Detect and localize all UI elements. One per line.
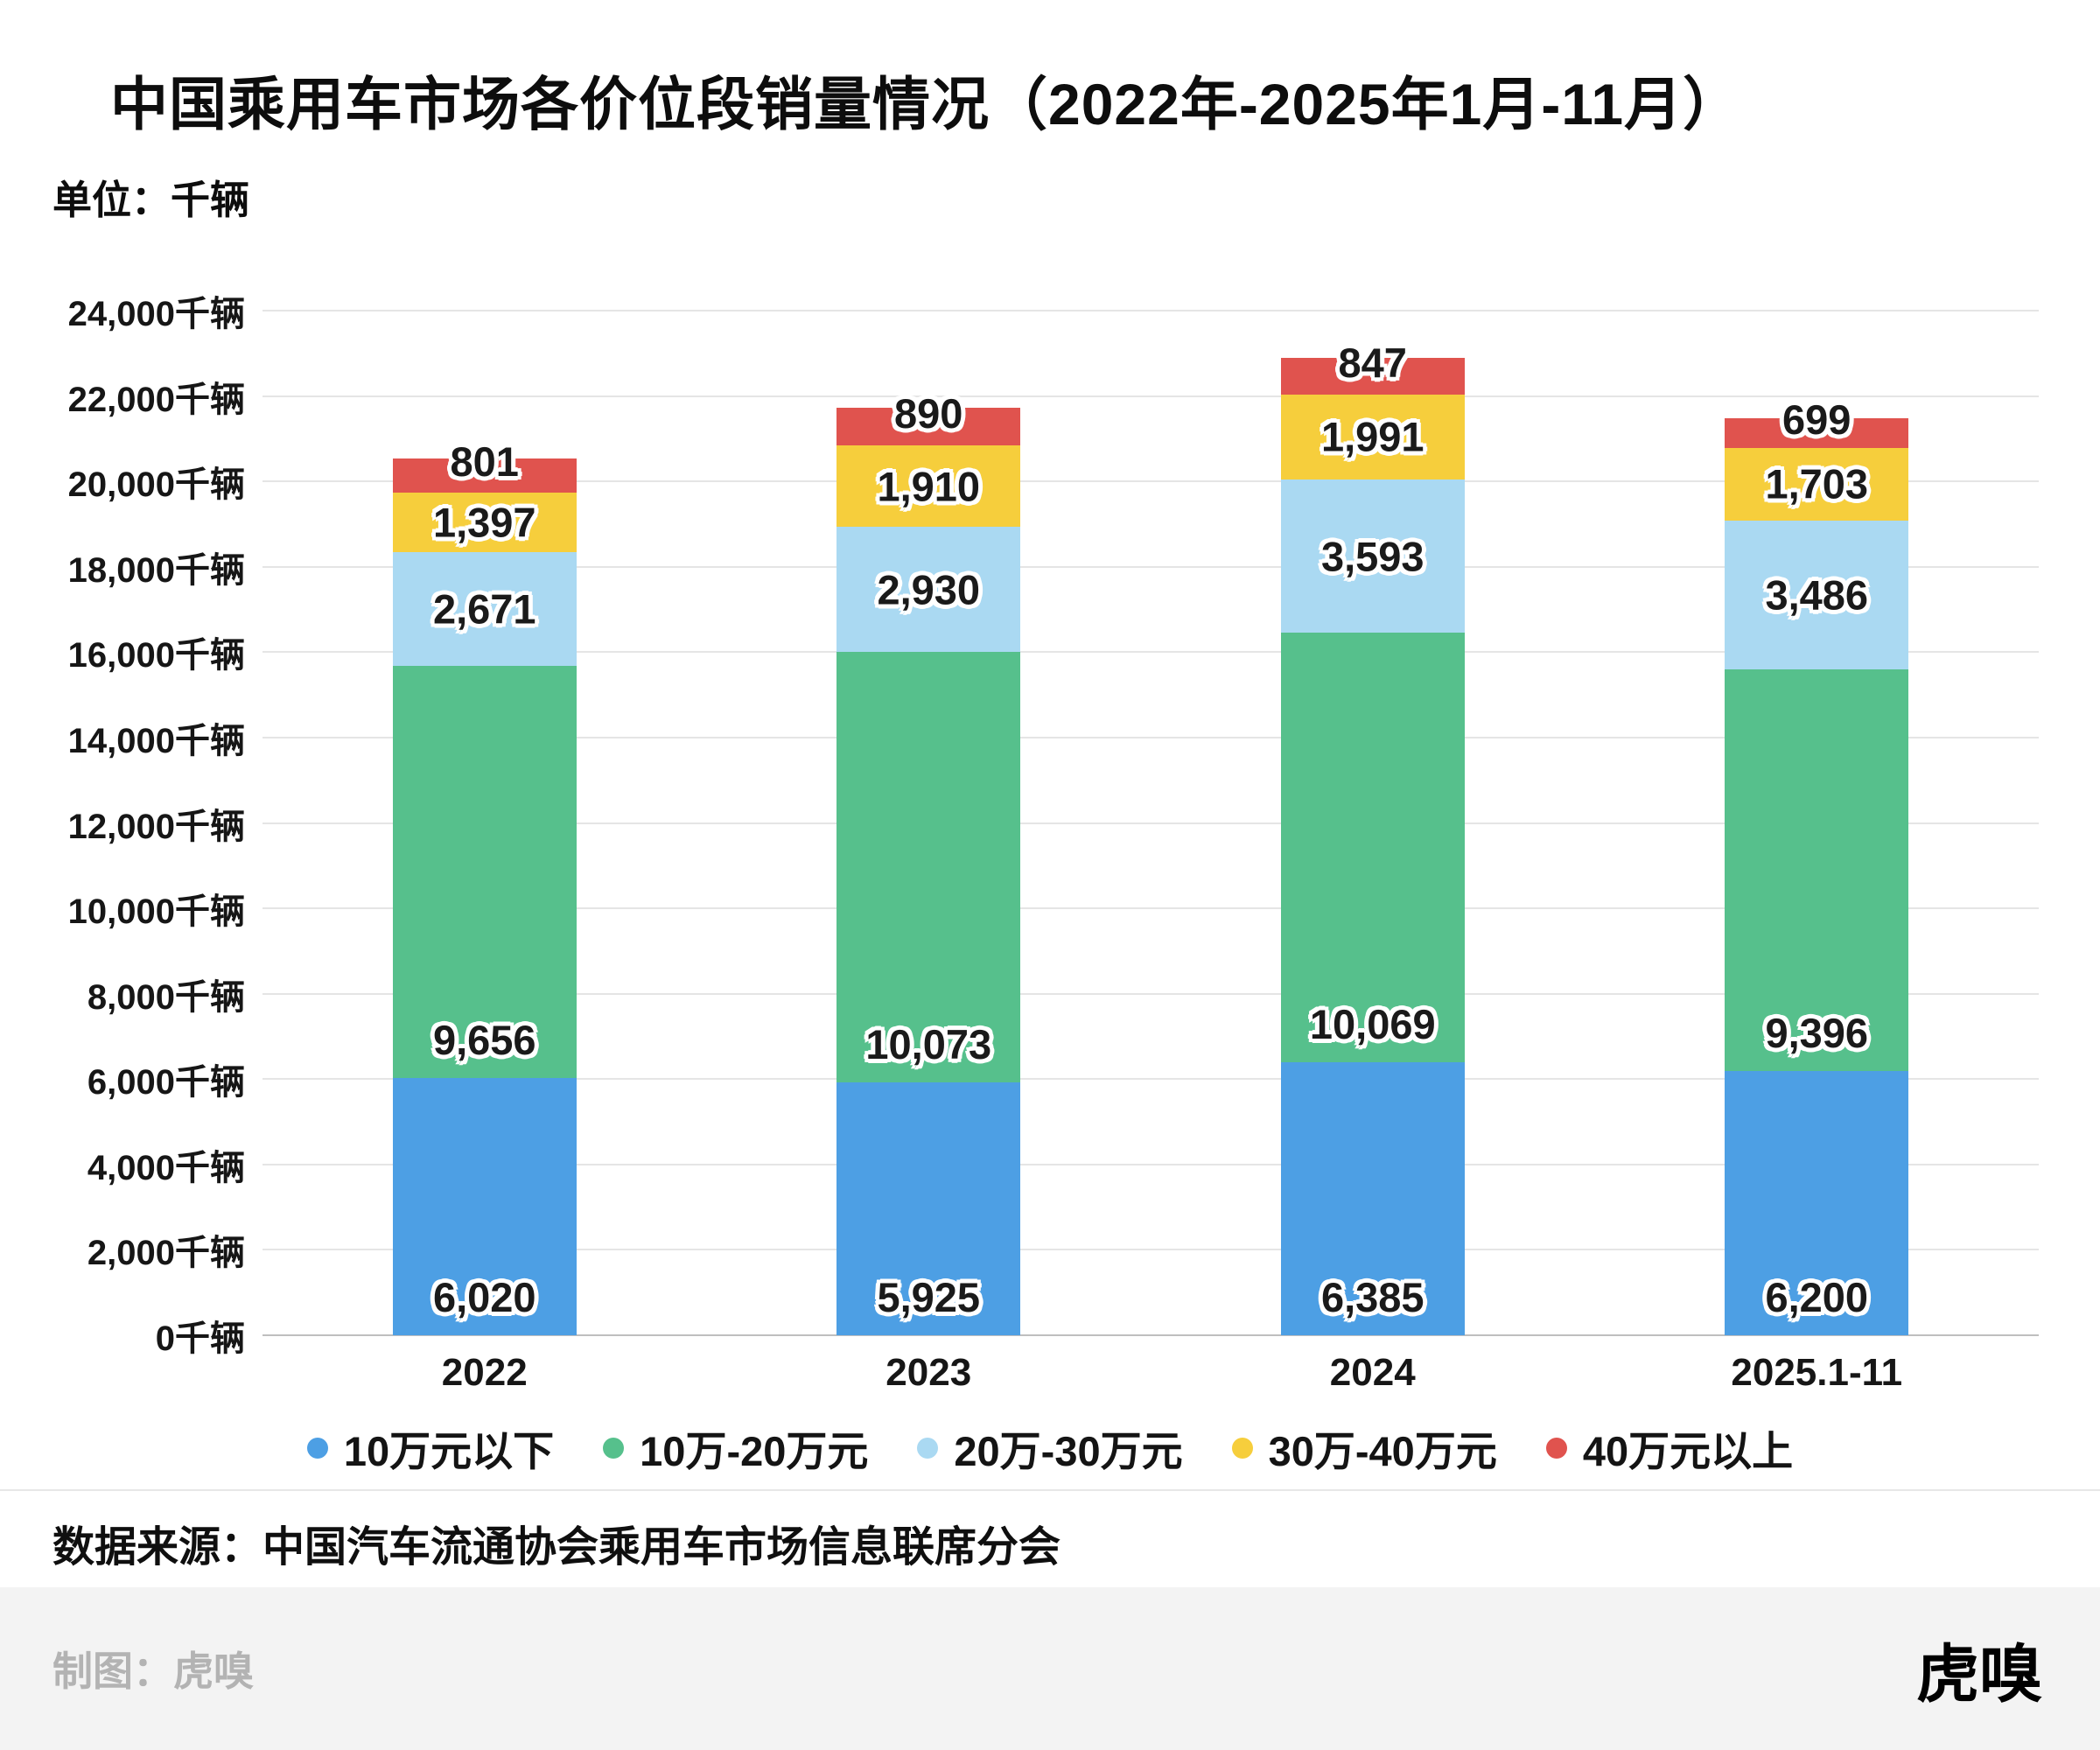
segment-value-label: 699 [1782,396,1852,443]
credit-label: 制图：虎嗅 [52,1648,254,1694]
gridline [262,1249,2039,1251]
gridline [262,822,2039,824]
gridline [262,651,2039,654]
segment-value-label: 1,991 [1320,413,1424,460]
x-tick-label: 2023 [886,1351,972,1394]
y-tick-label: 8,000千辆 [87,977,245,1017]
y-tick-label: 20,000千辆 [67,466,245,505]
bar-segment-2024-20万-30万元: 3,593 [1280,479,1465,634]
x-tick-label: 2025.1-11 [1731,1351,1903,1394]
legend-item-40万元以上: 40万元以上 [1545,1418,1794,1478]
bar-segment-2023-10万元以下: 5,925 [836,1082,1021,1335]
legend-label: 10万元以下 [343,1428,555,1474]
bar-segment-2024-30万-40万元: 1,991 [1280,394,1465,480]
legend-label: 40万元以上 [1582,1428,1794,1474]
x-tick-label: 2022 [441,1351,528,1394]
bar-segment-2025.1-11-10万-20万元: 9,396 [1725,669,1909,1071]
segment-value-label: 2,930 [877,566,981,613]
unit-label: 单位：千辆 [52,178,250,222]
page-title: 中国乘用车市场各价位段销量情况（2022年-2025年1月-11月） [110,72,1742,136]
legend-label: 20万-30万元 [954,1428,1183,1474]
segment-value-label: 6,200 [1765,1274,1869,1320]
segment-value-label: 10,073 [865,1020,992,1068]
y-axis: 0千辆 2,000千辆 4,000千辆 6,000千辆 8,000千辆 10,000千辆 1… [0,295,245,1358]
bar-segment-2024-10万元以下: 6,385 [1280,1062,1465,1335]
legend-dot-icon [1545,1437,1567,1459]
gridline [262,907,2039,910]
y-tick-label: 24,000千辆 [67,295,245,333]
segment-value-label: 1,397 [432,499,536,546]
bar-segment-2023-20万-30万元: 2,930 [836,527,1021,653]
legend-item-20万-30万元: 20万-30万元 [917,1418,1183,1478]
y-tick-label: 2,000千辆 [87,1234,245,1273]
bar-segment-2022-10万-20万元: 9,656 [392,666,577,1079]
bar-segment-2023-40万元以上: 890 [836,390,1021,446]
segment-value-label: 6,385 [1320,1274,1424,1320]
x-axis: 2022 2023 2024 2025.1-11 [262,1351,2039,1404]
segment-value-label: 3,593 [1320,533,1424,580]
segment-value-label: 3,486 [1765,571,1869,619]
bar-segment-2025.1-11-30万-40万元: 1,703 [1725,447,1909,521]
legend-label: 30万-40万元 [1268,1428,1497,1474]
gridline [262,395,2039,397]
legend-item-10万-20万元: 10万-20万元 [603,1418,868,1478]
gridline [262,736,2039,738]
y-tick-label: 22,000千辆 [67,380,245,419]
bar-segment-2022-20万-30万元: 2,671 [392,551,577,667]
segment-value-label: 1,703 [1765,460,1869,508]
segment-value-label: 890 [894,389,963,437]
bar-segment-2023-10万-20万元: 10,073 [836,652,1021,1082]
legend-dot-icon [306,1437,328,1459]
legend-item-10万元以下: 10万元以下 [306,1418,555,1478]
gridline [262,992,2039,995]
segment-value-label: 2,671 [432,585,536,633]
y-tick-label: 10,000千辆 [67,892,245,932]
legend-dot-icon [603,1437,625,1459]
bar-segment-2025.1-11-20万-30万元: 3,486 [1725,520,1909,670]
gridline [262,310,2039,312]
bar-segment-2023-30万-40万元: 1,910 [836,445,1021,528]
bar-segment-2022-30万-40万元: 1,397 [392,492,577,552]
legend-dot-icon [1231,1437,1253,1459]
legend-dot-icon [917,1437,939,1459]
segment-value-label: 847 [1338,340,1407,387]
gridline [262,1078,2039,1081]
segment-value-label: 6,020 [432,1274,536,1320]
gridline [262,1163,2039,1166]
plot-area: 6,020 9,656 2,671 1,397 801 5,925 10,073 2,930 1… [262,310,2039,1336]
data-source-label: 数据来源：中国汽车流通协会乘用车市场信息联席分会 [52,1524,1061,1571]
bar-segment-2025.1-11-40万元以上: 699 [1725,396,1909,448]
y-tick-label: 14,000千辆 [67,721,245,760]
divider-line [0,1489,2100,1491]
y-tick-label: 6,000千辆 [87,1063,245,1102]
y-tick-label: 4,000千辆 [87,1148,245,1187]
bar-segment-2024-40万元以上: 847 [1280,340,1465,395]
gridline [262,565,2039,568]
segment-value-label: 801 [450,438,519,486]
segment-value-label: 9,656 [432,1017,536,1064]
chart-legend: 10万元以下 10万-20万元 20万-30万元 30万-40万元 40万元以上 [0,1418,2100,1478]
x-axis-baseline [262,1334,2039,1336]
y-tick-label: 12,000千辆 [67,807,245,846]
y-tick-label: 18,000千辆 [67,550,245,590]
y-tick-label: 0千辆 [155,1320,245,1358]
bar-segment-2022-10万元以下: 6,020 [392,1078,577,1335]
segment-value-label: 9,396 [1765,1009,1869,1056]
gridline [262,480,2039,483]
huxiu-logo: 虎嗅 [1915,1636,2042,1712]
segment-value-label: 5,925 [877,1274,981,1320]
legend-item-30万-40万元: 30万-40万元 [1231,1418,1497,1478]
segment-value-label: 1,910 [877,463,981,510]
x-tick-label: 2024 [1329,1351,1416,1394]
bar-segment-2024-10万-20万元: 10,069 [1280,633,1465,1063]
bar-segment-2025.1-11-10万元以下: 6,200 [1725,1070,1909,1335]
segment-value-label: 10,069 [1309,1001,1436,1048]
footer-band: 制图：虎嗅 虎嗅 [0,1587,2100,1750]
bar-segment-2022-40万元以上: 801 [392,438,577,493]
y-tick-label: 16,000千辆 [67,636,245,676]
legend-label: 10万-20万元 [640,1428,869,1474]
